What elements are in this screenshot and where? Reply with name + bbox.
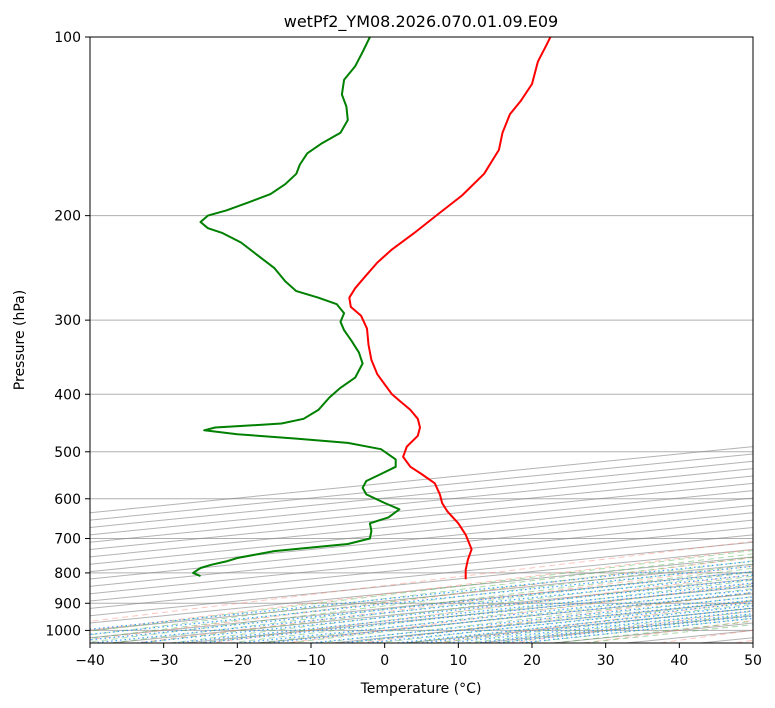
y-tick-label: 600 <box>54 492 81 508</box>
x-tick-label: 40 <box>670 653 688 669</box>
dry-adiabat-line <box>132 565 753 643</box>
isotherm-line <box>253 593 753 643</box>
mixing-ratio-line <box>90 574 753 643</box>
isotherm-line <box>90 446 753 514</box>
mixing-ratio-line <box>468 613 753 643</box>
chart-title: wetPf2_YM08.2026.070.01.09.E09 <box>284 12 558 32</box>
y-tick-label: 300 <box>54 313 81 329</box>
x-axis-label: Temperature (°C) <box>360 681 482 697</box>
x-tick-label: 30 <box>597 653 615 669</box>
data-lines <box>192 37 552 580</box>
x-tick-label: 50 <box>744 653 762 669</box>
isotherm-line <box>90 571 753 639</box>
isotherm-line <box>90 556 753 624</box>
mixing-ratio-line <box>90 565 753 635</box>
plot-frame <box>89 36 754 644</box>
dry-adiabat-line <box>356 591 753 643</box>
y-axis-label: Pressure (hPa) <box>12 290 28 390</box>
mixing-ratio-line <box>90 571 753 641</box>
y-tick-label: 200 <box>54 209 81 225</box>
isotherm-line <box>400 607 753 643</box>
isotherm-line <box>326 600 753 643</box>
y-tick-label: 400 <box>54 387 81 403</box>
mixing-ratio-line <box>440 610 753 643</box>
y-tick-label: 1000 <box>45 623 81 639</box>
x-tick-label: 0 <box>380 653 389 669</box>
isotherm-line <box>90 468 753 536</box>
y-tick-label: 700 <box>54 532 81 548</box>
dewpoint-profile-line <box>192 37 401 578</box>
dry-adiabat-line <box>281 582 753 643</box>
x-tick-label: −30 <box>149 653 179 669</box>
mixing-ratio-line <box>414 607 753 643</box>
isotherm-line <box>90 490 753 558</box>
isotherm-line <box>90 482 753 551</box>
isotherm-line <box>105 578 753 643</box>
dry-adiabat-line <box>90 540 753 622</box>
y-tick-label: 100 <box>54 30 81 46</box>
isotherm-line <box>90 563 753 631</box>
y-tick-label: 800 <box>54 566 81 582</box>
x-tick-label: −40 <box>75 653 105 669</box>
x-tick-label: 10 <box>449 653 467 669</box>
isotherm-line <box>90 549 753 617</box>
y-tick-label: 900 <box>54 596 81 612</box>
plot-area: 0.10.20.40.611.52346810131620253036-100-… <box>90 37 753 643</box>
y-tick-label: 500 <box>54 445 81 461</box>
temperature-profile-line <box>348 37 552 580</box>
x-tick-label: −10 <box>296 653 326 669</box>
isotherm-line <box>90 453 753 521</box>
isotherm-line <box>90 475 753 543</box>
background-lines <box>90 37 753 643</box>
moist-adiabat-line <box>347 596 753 643</box>
dry-adiabat-line <box>506 610 753 643</box>
mixing-ratio-line <box>390 605 753 643</box>
isotherm-line <box>90 497 753 565</box>
isotherm-line <box>179 585 753 643</box>
mixing-ratio-line <box>490 615 753 643</box>
x-tick-label: −20 <box>223 653 253 669</box>
x-tick-label: 20 <box>523 653 541 669</box>
moist-adiabat-line <box>376 599 753 643</box>
axis-ticks: −40 −30 −20 −10 0 10 20 30 40 50 100 200 300 400 500 60… <box>45 30 762 669</box>
